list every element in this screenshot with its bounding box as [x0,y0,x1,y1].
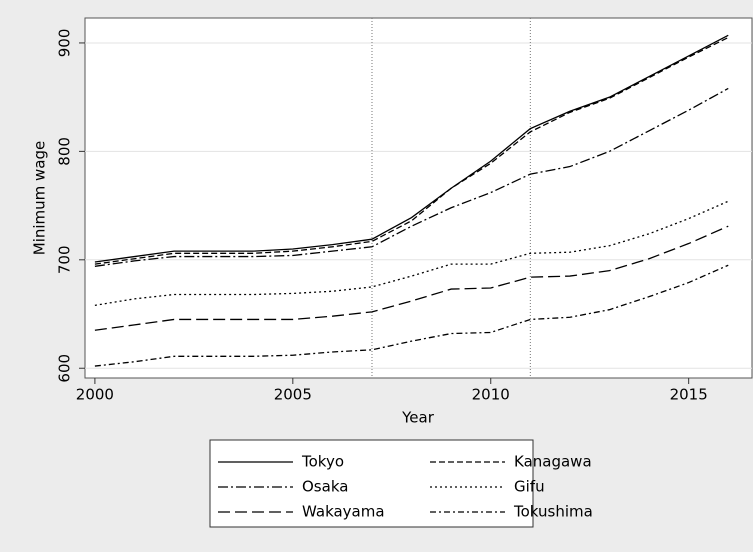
legend-label: Kanagawa [514,453,592,471]
series-line [94,264,729,367]
y-tick-label: 600 [56,354,74,383]
plot-area [84,17,753,379]
legend-label: Wakayama [302,503,385,521]
legend-label: Tokushima [513,503,593,521]
series-line [94,34,729,263]
y-tick-label: 900 [56,29,74,58]
legend-label: Tokyo [301,453,344,471]
y-tick-label: 700 [56,245,74,274]
x-tick-label: 2010 [472,386,510,404]
legend-label: Osaka [302,478,348,496]
x-axis-label: Year [401,409,435,427]
series-line [94,36,729,265]
series-line [94,200,729,306]
legend-label: Gifu [514,478,545,496]
x-tick-label: 2005 [274,386,312,404]
x-tick-label: 2015 [670,386,708,404]
series-line [94,225,729,331]
x-tick-label: 2000 [76,386,114,404]
y-tick-label: 800 [56,137,74,166]
y-axis-label: Minimum wage [31,141,49,256]
